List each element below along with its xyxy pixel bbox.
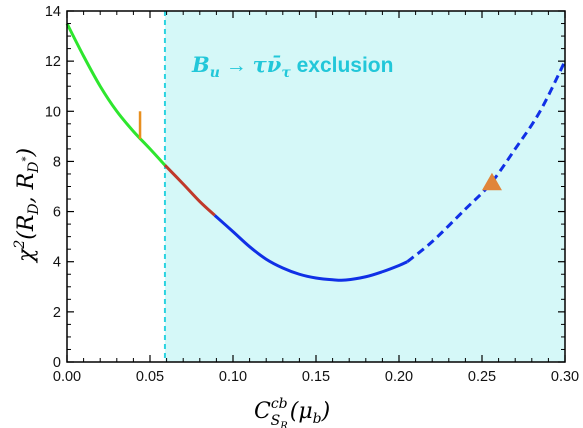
plot-area xyxy=(65,11,567,362)
x-title-arg-sub: b xyxy=(313,411,322,427)
annotation-nubar: ν̄ xyxy=(267,52,282,77)
curve-segment-red xyxy=(163,164,216,217)
y-title-sub1: D xyxy=(26,203,42,215)
x-tick-label: 0.30 xyxy=(551,369,579,385)
x-title-sub: S xyxy=(271,413,281,428)
y-tick-label: 4 xyxy=(53,255,61,271)
axes: 0.00 0.05 0.10 0.15 0.20 0.25 0.30 0 2 4 6 8 10 12 14 xyxy=(45,4,579,385)
y-title-close: ) xyxy=(14,148,39,158)
annotation-tau: τ xyxy=(253,52,268,77)
y-tick-label: 6 xyxy=(53,205,61,221)
x-title-arg: (μ xyxy=(290,399,313,424)
y-tick-label: 2 xyxy=(53,305,61,321)
annotation-word: exclusion xyxy=(291,54,394,77)
x-tick-label: 0.10 xyxy=(219,369,247,385)
x-title-arg-close: ) xyxy=(321,399,331,424)
x-tick-label: 0.20 xyxy=(385,369,413,385)
x-axis-title: Ccb SR(μb) xyxy=(254,396,330,428)
annotation-B: B xyxy=(191,52,210,77)
y-tick-label: 14 xyxy=(45,4,61,20)
x-tick-label: 0.00 xyxy=(53,369,81,385)
y-tick-label: 12 xyxy=(45,54,61,70)
y-title-sub2: D xyxy=(26,162,42,174)
y-tick-label: 8 xyxy=(53,154,61,170)
x-tick-label: 0.05 xyxy=(136,369,164,385)
x-title-sup: cb xyxy=(271,396,288,412)
y-title-sup: 2 xyxy=(12,240,28,250)
curve-segment-green xyxy=(65,22,167,167)
orange-triangle-marker xyxy=(481,172,502,191)
y-tick-label: 0 xyxy=(53,355,61,371)
x-tick-label: 0.25 xyxy=(468,369,496,385)
annotation-u: u xyxy=(210,65,220,81)
curve-segment-blue-solid xyxy=(213,214,408,282)
annotation-arrow: → xyxy=(220,54,253,77)
x-tick-label: 0.15 xyxy=(302,369,330,385)
y-title-comma: , R xyxy=(14,173,39,204)
y-tick-label: 10 xyxy=(45,104,61,120)
x-title-base: C xyxy=(254,399,271,424)
curve-segment-blue-dashed xyxy=(406,60,567,263)
y-title-base: χ xyxy=(14,247,39,264)
x-title-subsub: R xyxy=(279,421,288,428)
y-title-sub2-sup: * xyxy=(21,157,32,162)
y-title-open: (R xyxy=(14,215,39,240)
y-axis-title: χ2(RD, RD*) xyxy=(12,148,42,264)
annotation-tau-sub: τ xyxy=(281,65,291,81)
exclusion-annotation: Bu → τν̄τ exclusion xyxy=(191,52,393,81)
